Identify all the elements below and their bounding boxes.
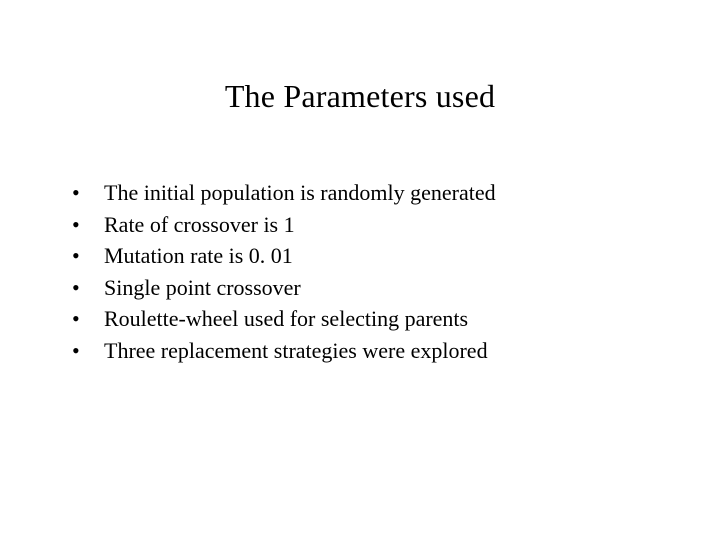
slide-title: The Parameters used: [0, 0, 720, 115]
slide: The Parameters used The initial populati…: [0, 0, 720, 540]
list-item: Rate of crossover is 1: [72, 211, 720, 239]
list-item: Mutation rate is 0. 01: [72, 242, 720, 270]
bullet-list: The initial population is randomly gener…: [72, 179, 720, 364]
list-item: Three replacement strategies were explor…: [72, 337, 720, 365]
list-item: The initial population is randomly gener…: [72, 179, 720, 207]
list-item: Roulette-wheel used for selecting parent…: [72, 305, 720, 333]
list-item: Single point crossover: [72, 274, 720, 302]
